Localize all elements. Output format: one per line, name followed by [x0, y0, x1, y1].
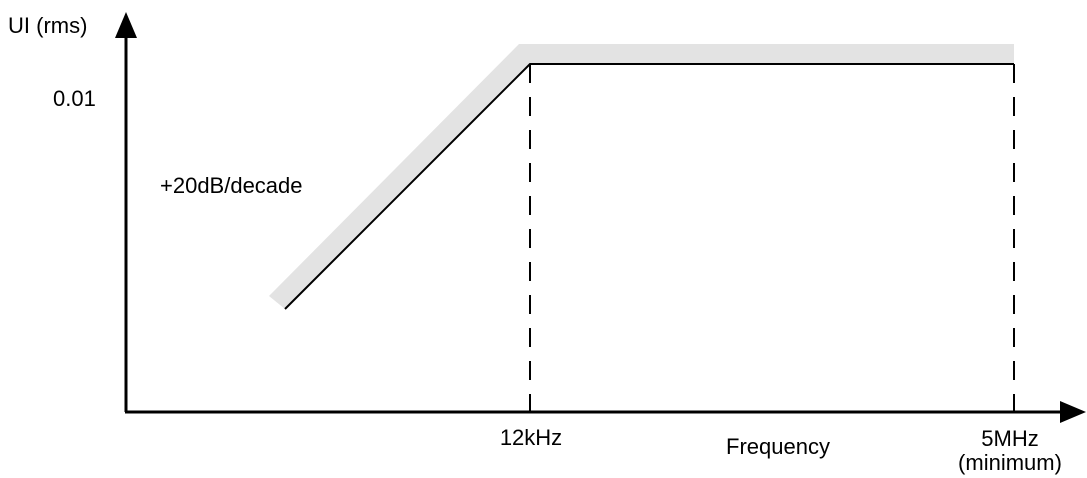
x-tick-label-5mhz: 5MHz: [981, 426, 1038, 451]
y-axis-label: UI (rms): [8, 13, 87, 38]
x-axis-arrow-icon: [1060, 401, 1086, 423]
x-tick-label-12khz: 12kHz: [500, 425, 562, 450]
x-axis-label: Frequency: [726, 434, 830, 459]
y-tick-label: 0.01: [53, 86, 96, 111]
y-axis-arrow-icon: [115, 12, 137, 38]
x-tick-note-minimum: (minimum): [958, 450, 1062, 475]
slope-annotation: +20dB/decade: [160, 173, 303, 198]
tolerance-band: [269, 44, 1014, 309]
